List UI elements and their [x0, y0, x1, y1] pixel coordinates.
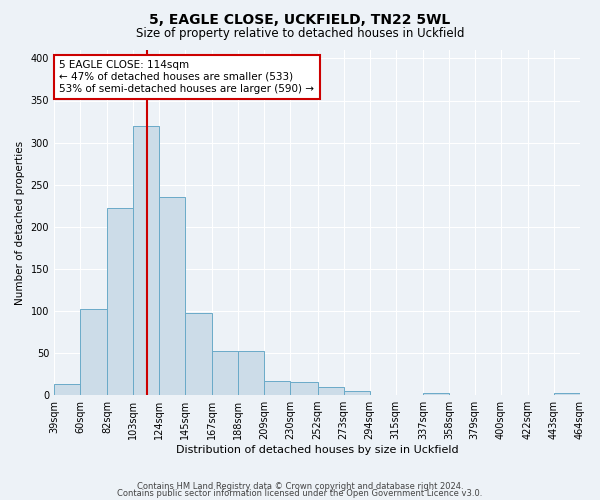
Y-axis label: Number of detached properties: Number of detached properties: [15, 140, 25, 304]
Bar: [238, 352, 265, 395]
Text: 5 EAGLE CLOSE: 114sqm
← 47% of detached houses are smaller (533)
53% of semi-det: 5 EAGLE CLOSE: 114sqm ← 47% of detached …: [59, 60, 314, 94]
Text: 5, EAGLE CLOSE, UCKFIELD, TN22 5WL: 5, EAGLE CLOSE, UCKFIELD, TN22 5WL: [149, 12, 451, 26]
Bar: [80, 309, 107, 395]
Bar: [133, 126, 159, 395]
Text: Size of property relative to detached houses in Uckfield: Size of property relative to detached ho…: [136, 28, 464, 40]
X-axis label: Distribution of detached houses by size in Uckfield: Distribution of detached houses by size …: [176, 445, 458, 455]
Text: Contains HM Land Registry data © Crown copyright and database right 2024.: Contains HM Land Registry data © Crown c…: [137, 482, 463, 491]
Bar: [317, 386, 344, 395]
Bar: [107, 208, 133, 395]
Bar: [159, 198, 185, 395]
Bar: [54, 384, 80, 395]
Bar: [344, 391, 370, 395]
Bar: [554, 392, 580, 395]
Text: Contains public sector information licensed under the Open Government Licence v3: Contains public sector information licen…: [118, 490, 482, 498]
Bar: [212, 352, 238, 395]
Bar: [185, 314, 212, 395]
Bar: [290, 382, 317, 395]
Bar: [265, 381, 290, 395]
Bar: [423, 392, 449, 395]
